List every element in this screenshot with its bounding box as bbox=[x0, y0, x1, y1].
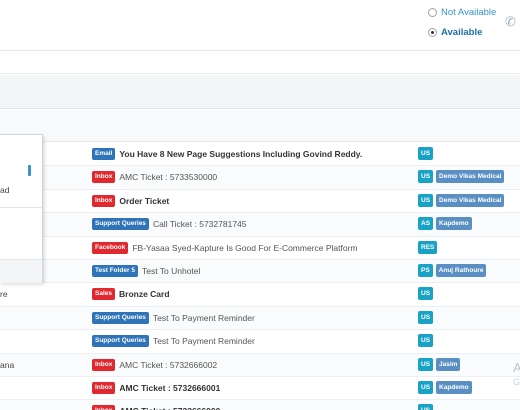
ticket-subject[interactable]: Sales Bronze Card bbox=[92, 288, 170, 301]
account-name-badge: Jasim bbox=[436, 357, 461, 371]
popup-divider bbox=[0, 207, 42, 208]
account-name-badge: Kapdemo bbox=[436, 217, 472, 231]
account-name-badge: Demo Vikas Medical bbox=[436, 193, 505, 207]
ticket-tags: US Jasim bbox=[418, 357, 463, 371]
filter-band bbox=[0, 75, 520, 109]
subject-text[interactable]: AMC Ticket : 5733530000 bbox=[119, 172, 218, 183]
ticket-row[interactable]: Support Queries Test To Payment Reminder U… bbox=[0, 330, 520, 354]
ticket-tags: US bbox=[418, 287, 436, 301]
top-header: Not Available Available ✆ bbox=[0, 0, 520, 51]
subject-text[interactable]: Call Ticket : 5732781745 bbox=[152, 219, 247, 230]
ticket-tags: RES bbox=[418, 240, 440, 254]
available-option[interactable]: Available bbox=[428, 27, 482, 38]
available-label: Available bbox=[441, 27, 483, 38]
account-name-badge: Anuj Rathoure bbox=[435, 263, 487, 277]
assignee-initials-badge: US bbox=[418, 287, 434, 301]
ticket-row[interactable]: Facebook FB-Yasaa Syed-Kapture Is Good Fo… bbox=[0, 236, 520, 260]
ticket-tags: US Demo Vikas Medical bbox=[418, 193, 507, 207]
ticket-subject[interactable]: Support Queries Test To Payment Reminder bbox=[92, 311, 255, 324]
ticket-subject[interactable]: Support Queries Call Ticket : 5732781745 bbox=[92, 218, 247, 231]
phone-icon[interactable]: ✆ bbox=[505, 14, 516, 29]
folder-chip: Test Folder 5 bbox=[92, 264, 138, 277]
account-name-badge: Demo Vikas Medical bbox=[436, 170, 505, 184]
subject-text[interactable]: Test To Payment Reminder bbox=[152, 312, 255, 323]
ticket-left-text: re bbox=[0, 289, 8, 300]
subject-text[interactable]: AMC Ticket : 5732666001 bbox=[119, 382, 221, 393]
folder-chip: Inbox bbox=[92, 358, 116, 371]
subject-text[interactable]: AMC Ticket : 5732666002 bbox=[119, 359, 218, 370]
ticket-subject[interactable]: Email You Have 8 New Page Suggestions Inc… bbox=[92, 148, 362, 160]
ticket-subject[interactable]: Support Queries Test To Payment Reminder bbox=[92, 335, 255, 348]
ticket-subject[interactable]: Facebook FB-Yasaa Syed-Kapture Is Good Fo… bbox=[92, 241, 358, 254]
ticket-tags: US bbox=[418, 334, 436, 348]
popup-footer bbox=[0, 259, 42, 283]
folder-chip: Support Queries bbox=[92, 311, 149, 324]
ticket-row[interactable]: re Sales Bronze Card US bbox=[0, 283, 520, 307]
ticket-tags: US bbox=[418, 147, 436, 160]
ticket-tags: AS Kapdemo bbox=[418, 217, 475, 231]
subject-text[interactable]: AMC Ticket : 5732666000 bbox=[119, 406, 220, 410]
watermark-subtext: G bbox=[513, 377, 520, 387]
assignee-initials-badge: US bbox=[418, 404, 434, 410]
toolbar-band bbox=[0, 52, 520, 74]
ticket-subject[interactable]: Inbox Order Ticket bbox=[92, 194, 170, 207]
assignee-initials-badge: US bbox=[418, 147, 434, 160]
subject-text[interactable]: FB-Yasaa Syed-Kapture Is Good For E-Comm… bbox=[132, 242, 358, 253]
not-available-radio[interactable] bbox=[428, 8, 437, 17]
available-radio[interactable] bbox=[428, 28, 437, 37]
ticket-tags: US bbox=[418, 404, 436, 410]
folder-chip: Support Queries bbox=[92, 218, 149, 231]
folder-chip: Facebook bbox=[92, 241, 129, 254]
assignee-initials-badge: RES bbox=[418, 240, 438, 254]
ticket-row[interactable]: Support Queries Test To Payment Reminder U… bbox=[0, 306, 520, 331]
assignee-initials-badge: US bbox=[418, 310, 434, 324]
folder-chip: Sales bbox=[92, 288, 115, 301]
assignee-initials-badge: US bbox=[418, 170, 434, 184]
ticket-row[interactable]: Test Folder 5 Test To Unhotel PS Anuj Ratho… bbox=[0, 259, 520, 284]
account-name-badge: Kapdemo bbox=[436, 380, 472, 394]
ticket-row[interactable]: Support Queries Call Ticket : 5732781745 A… bbox=[0, 213, 520, 237]
not-available-label: Not Available bbox=[441, 7, 497, 18]
ticket-subject[interactable]: Test Folder 5 Test To Unhotel bbox=[92, 264, 201, 277]
ticket-row[interactable]: ana Inbox AMC Ticket : 5732666002 US Jasim bbox=[0, 353, 520, 377]
ticket-subject[interactable]: Inbox AMC Ticket : 5732666001 bbox=[92, 381, 221, 394]
assignee-initials-badge: PS bbox=[418, 263, 433, 277]
popup-indicator bbox=[28, 165, 31, 176]
subject-text[interactable]: Order Ticket bbox=[119, 195, 170, 206]
assignee-initials-badge: US bbox=[418, 193, 434, 207]
assignee-initials-badge: US bbox=[418, 357, 434, 371]
assignee-initials-badge: AS bbox=[418, 217, 434, 231]
ticket-row[interactable]: Inbox AMC Ticket : 5732666001 US Kapdemo bbox=[0, 376, 520, 401]
dropdown-popup[interactable]: ad bbox=[0, 134, 43, 283]
ticket-left-text: ana bbox=[0, 359, 15, 370]
subject-text[interactable]: Test To Unhotel bbox=[141, 265, 201, 276]
folder-chip: Inbox bbox=[92, 171, 116, 184]
ticket-subject[interactable]: Inbox AMC Ticket : 5732666002 bbox=[92, 358, 218, 371]
subject-text[interactable]: Test To Payment Reminder bbox=[152, 336, 255, 347]
folder-chip: Support Queries bbox=[92, 335, 149, 348]
not-available-option[interactable]: Not Available bbox=[428, 7, 496, 18]
folder-chip: Inbox bbox=[92, 405, 116, 410]
ticket-tags: US Kapdemo bbox=[418, 380, 475, 394]
subject-text[interactable]: Bronze Card bbox=[119, 289, 170, 300]
ticket-row[interactable]: Inbox Order Ticket US Demo Vikas Medical bbox=[0, 189, 520, 214]
ticket-tags: US bbox=[418, 310, 436, 324]
watermark-text: A bbox=[513, 360, 520, 375]
ticket-subject[interactable]: Inbox AMC Ticket : 5733530000 bbox=[92, 171, 218, 184]
ticket-row[interactable]: Inbox AMC Ticket : 5733530000 US Demo Vikas… bbox=[0, 166, 520, 190]
folder-chip: Email bbox=[92, 148, 116, 160]
popup-item-label[interactable]: ad bbox=[0, 185, 10, 195]
ticket-tags: US Demo Vikas Medical bbox=[418, 170, 507, 184]
folder-chip: Inbox bbox=[92, 381, 116, 394]
ticket-tags: PS Anuj Rathoure bbox=[418, 263, 489, 277]
subject-text[interactable]: You Have 8 New Page Suggestions Includin… bbox=[119, 149, 363, 159]
folder-chip: Inbox bbox=[92, 194, 116, 207]
assignee-initials-badge: US bbox=[418, 380, 434, 394]
assignee-initials-badge: US bbox=[418, 334, 434, 348]
table-header-band bbox=[0, 110, 520, 142]
